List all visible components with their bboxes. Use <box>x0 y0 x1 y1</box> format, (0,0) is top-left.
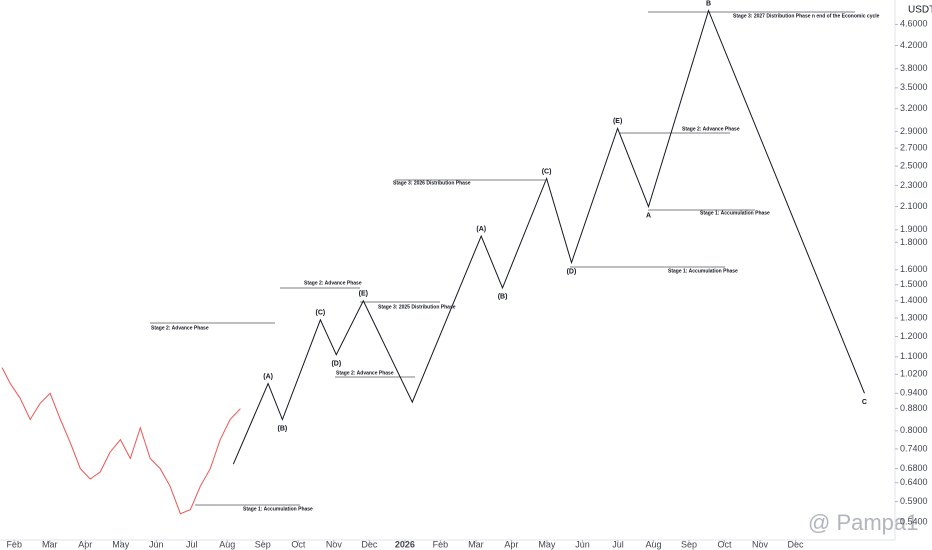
wave-label: A <box>646 212 651 219</box>
phase-label: Stage 1: Accumulation Phase <box>668 268 738 274</box>
x-tick-label: Dec <box>788 539 805 549</box>
y-tick-label: 4.2000 <box>900 40 928 50</box>
series-line <box>232 9 865 465</box>
wave-label: (A) <box>263 373 273 380</box>
y-tick-label: 0.9400 <box>900 388 928 398</box>
y-tick-label: 2.5000 <box>900 160 928 170</box>
x-tick-label: Jul <box>612 539 624 549</box>
y-tick-label: 3.2000 <box>900 103 928 113</box>
y-tick-label: 1.1000 <box>900 351 928 361</box>
phase-label: Stage 2: Advance Phase <box>682 126 740 132</box>
x-tick-label: Aug <box>219 539 235 549</box>
y-tick-label: 0.6800 <box>900 463 928 473</box>
x-tick-label: May <box>112 539 130 549</box>
x-tick-label: Mar <box>468 539 484 549</box>
series-line <box>1 367 241 515</box>
phase-label: Stage 3: 2025 Distribution Phase <box>378 304 456 310</box>
x-tick-label: Aug <box>645 539 661 549</box>
x-tick-label: Oct <box>291 539 306 549</box>
wave-label: (B) <box>498 294 508 301</box>
x-tick-label: Oct <box>718 539 733 549</box>
x-tick-label: Jun <box>575 539 590 549</box>
y-tick-label: 1.0200 <box>900 369 928 379</box>
phase-label: Stage 2: Advance Phase <box>336 370 394 376</box>
wave-label: (D) <box>331 361 341 368</box>
x-tick-label: Nov <box>752 539 769 549</box>
wave-label: (E) <box>359 291 368 298</box>
phase-label: Stage 3: 2027 Distribution Phase n end o… <box>733 13 880 19</box>
y-tick-label: 1.9000 <box>900 224 928 234</box>
y-tick-label: 3.8000 <box>900 63 928 73</box>
y-tick-label: 3.5000 <box>900 82 928 92</box>
wave-label: (E) <box>613 118 622 125</box>
y-tick-label: 0.7400 <box>900 443 928 453</box>
x-tick-label: Feb <box>433 539 449 549</box>
y-tick-label: 0.5900 <box>900 496 928 506</box>
y-tick-label: 1.3000 <box>900 312 928 322</box>
wave-label: (B) <box>277 425 287 432</box>
y-tick-label: 1.4000 <box>900 295 928 305</box>
x-tick-label: Jul <box>186 539 198 549</box>
x-tick-label: 2026 <box>395 539 415 549</box>
wave-label: C <box>862 399 867 406</box>
wave-label: (D) <box>567 268 577 275</box>
wave-label: (A) <box>476 226 486 233</box>
x-tick-label: Jun <box>149 539 164 549</box>
y-tick-label: 0.8800 <box>900 403 928 413</box>
x-tick-label: Mar <box>42 539 58 549</box>
y-tick-label: 2.1000 <box>900 201 928 211</box>
y-tick-label: 1.5000 <box>900 279 928 289</box>
y-tick-label: 0.6400 <box>900 477 928 487</box>
y-tick-label: 2.7000 <box>900 143 928 153</box>
phase-label: Stage 1: Accumulation Phase <box>243 506 313 512</box>
wave-label: (C) <box>542 168 552 175</box>
x-tick-label: Apr <box>78 539 92 549</box>
x-tick-label: Feb <box>6 539 22 549</box>
wave-label: B <box>706 0 711 7</box>
y-tick-label: 4.6000 <box>900 19 928 29</box>
y-tick-label: 0.8000 <box>900 425 928 435</box>
phase-label: Stage 2: Advance Phase <box>304 280 362 286</box>
x-tick-label: Sep <box>681 539 697 549</box>
x-tick-label: May <box>538 539 556 549</box>
x-tick-label: Apr <box>504 539 518 549</box>
y-tick-label: 1.6000 <box>900 264 928 274</box>
phase-label: Stage 1: Accumulation Phase <box>700 210 770 216</box>
wave-label: (C) <box>315 310 325 317</box>
watermark: @ Pampa1 <box>808 510 918 535</box>
unit-label: USDT <box>908 5 932 16</box>
y-tick-label: 2.3000 <box>900 180 928 190</box>
phase-label: Stage 2: Advance Phase <box>151 325 209 331</box>
y-tick-label: 1.8000 <box>900 237 928 247</box>
x-tick-label: Dec <box>361 539 378 549</box>
y-tick-label: 1.2000 <box>900 331 928 341</box>
y-tick-label: 2.9000 <box>900 126 928 136</box>
x-tick-label: Sep <box>255 539 271 549</box>
phase-label: Stage 3: 2026 Distribution Phase <box>393 180 471 186</box>
x-tick-label: Nov <box>326 539 343 549</box>
y-tick-label: 0.5400 <box>900 516 928 526</box>
